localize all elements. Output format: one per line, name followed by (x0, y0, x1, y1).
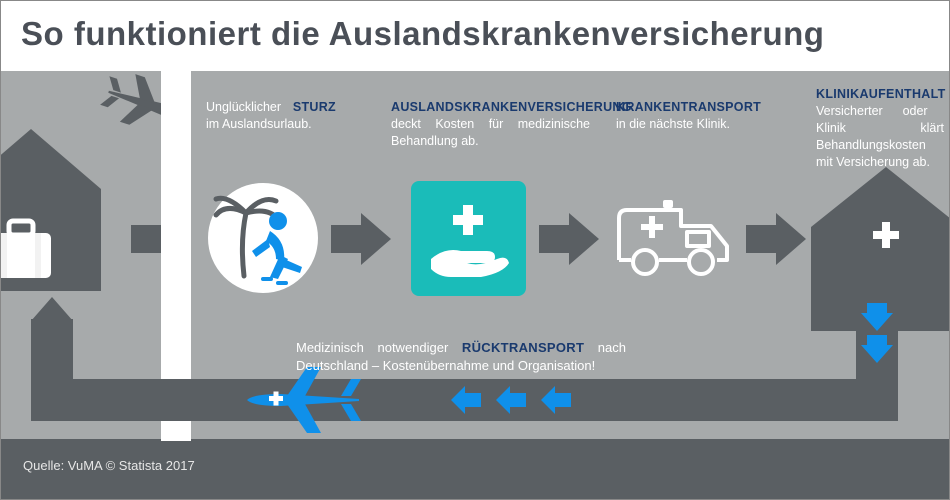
insurance-icon (411, 181, 526, 301)
step3-text: KRANKENTRANSPORT in die nächste Klinik. (616, 99, 766, 133)
flow-arrow-icon (331, 213, 391, 270)
infographic-frame: So funktioniert die Auslandskrankenversi… (0, 0, 950, 500)
step1-head: STURZ (293, 100, 336, 114)
left-arrow-icon (496, 386, 526, 419)
step1-post: im Auslandsurlaub. (206, 117, 312, 131)
step1-text: Unglücklicher STURZ im Auslandsurlaub. (206, 99, 336, 133)
flow-arrow-icon (539, 213, 599, 270)
step2-post: deckt Kosten für medizinische Behand­lun… (391, 117, 590, 148)
return-head: RÜCKTRANSPORT (462, 340, 584, 355)
ambulance-icon (611, 196, 736, 291)
step2-text: AUSLANDSKRANKENVERSICHERUNG deckt Kosten… (391, 99, 601, 150)
left-arrow-icon (451, 386, 481, 419)
return-text: Medizinisch notwendiger RÜCKTRANSPORT na… (296, 339, 626, 375)
down-arrow-icon (861, 303, 893, 336)
step3-head: KRANKENTRANSPORT (616, 100, 761, 114)
page-title: So funktioniert die Auslandskrankenversi… (21, 15, 824, 53)
step3-post: in die nächste Klinik. (616, 117, 730, 131)
step4-text: KLINIKAUFENTHALT Versicherter oder Klini… (816, 86, 944, 170)
step2-head: AUSLANDSKRANKENVERSICHERUNG (391, 100, 632, 114)
fall-icon (206, 181, 321, 301)
step4-head: KLINIKAUFENTHALT (816, 87, 946, 101)
step4-post: Versicherter oder Klinik klärt Behandlun… (816, 104, 944, 169)
flow-arrow-icon (746, 213, 806, 270)
step1-pre: Unglücklicher (206, 100, 293, 114)
return-pre: Medizinisch notwendiger (296, 340, 462, 355)
left-arrow-icon (541, 386, 571, 419)
down-arrow-icon (861, 335, 893, 368)
source-text: Quelle: VuMA © Statista 2017 (23, 458, 195, 473)
up-arrow-icon (31, 297, 73, 332)
home-icon (0, 121, 131, 306)
